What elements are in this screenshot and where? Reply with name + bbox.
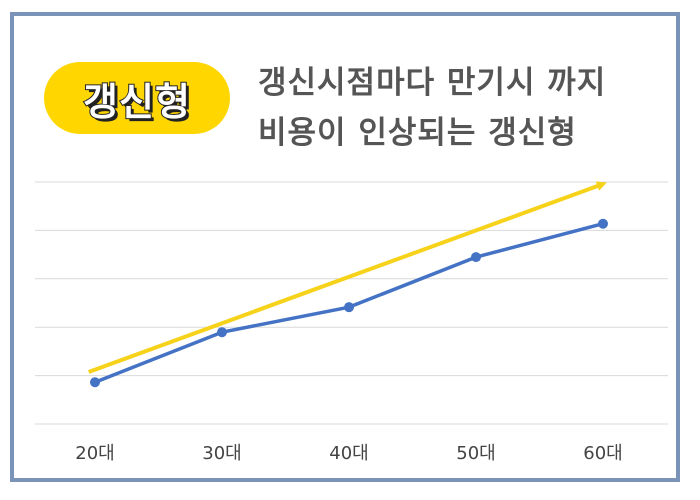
series-layer	[90, 218, 608, 388]
gridlines	[35, 181, 668, 425]
x-tick-label: 30대	[202, 443, 241, 464]
x-tick-label: 40대	[329, 443, 368, 464]
x-tick-label: 60대	[583, 443, 622, 464]
data-point	[90, 377, 100, 388]
data-point	[217, 327, 227, 338]
badge-label: 갱신형	[82, 79, 191, 125]
data-point	[344, 302, 354, 313]
description-line-1: 갱신시점마다 만기시 까지	[258, 65, 607, 101]
data-point	[471, 252, 481, 263]
trend-arrow-line	[87, 181, 607, 374]
x-axis-ticks: 20대 30대 40대 50대 60대	[75, 443, 622, 464]
trend-arrow	[87, 181, 607, 374]
data-point	[598, 218, 608, 229]
title-badge: 갱신형	[44, 62, 230, 134]
description-line-2: 비용이 인상되는 갱신형	[258, 115, 577, 151]
x-tick-label: 20대	[75, 443, 114, 464]
x-tick-label: 50대	[456, 443, 495, 464]
chart-description: 갱신시점마다 만기시 까지 비용이 인상되는 갱신형	[258, 58, 658, 158]
